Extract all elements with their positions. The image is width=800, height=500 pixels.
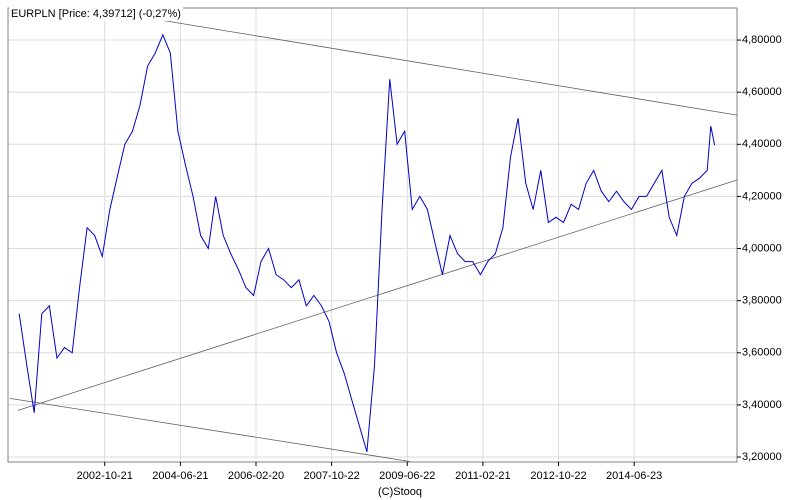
trend-line bbox=[160, 19, 738, 116]
plot-frame bbox=[7, 7, 738, 463]
x-tick-label: 2009-06-22 bbox=[379, 470, 435, 482]
y-tick-label: 4,60000 bbox=[742, 86, 782, 98]
y-tick-label: 3,60000 bbox=[742, 347, 782, 359]
y-tick-label: 3,40000 bbox=[742, 399, 782, 411]
y-tick-label: 3,80000 bbox=[742, 295, 782, 307]
title-background bbox=[9, 6, 183, 21]
chart-title: EURPLN [Price: 4,39712] (-0,27%) bbox=[11, 8, 181, 20]
trend-line bbox=[9, 398, 410, 462]
x-tick-label: 2011-02-21 bbox=[455, 470, 510, 482]
y-tick-label: 4,40000 bbox=[742, 138, 782, 150]
y-tick-label: 4,80000 bbox=[742, 34, 782, 46]
footer: (C)Stooq bbox=[378, 486, 422, 498]
x-tick-label: 2014-06-23 bbox=[606, 470, 662, 482]
x-tick-label: 2012-10-22 bbox=[530, 470, 586, 482]
y-tick-label: 3,20000 bbox=[742, 451, 782, 463]
x-tick-label: 2004-06-21 bbox=[152, 470, 208, 482]
x-tick-label: 2006-02-20 bbox=[228, 470, 284, 482]
y-tick-label: 4,20000 bbox=[742, 190, 782, 202]
x-tick-label: 2007-10-22 bbox=[304, 470, 360, 482]
price-line bbox=[18, 33, 716, 452]
x-tick-label: 2002-10-21 bbox=[77, 470, 133, 482]
y-tick-label: 4,00000 bbox=[742, 242, 782, 254]
